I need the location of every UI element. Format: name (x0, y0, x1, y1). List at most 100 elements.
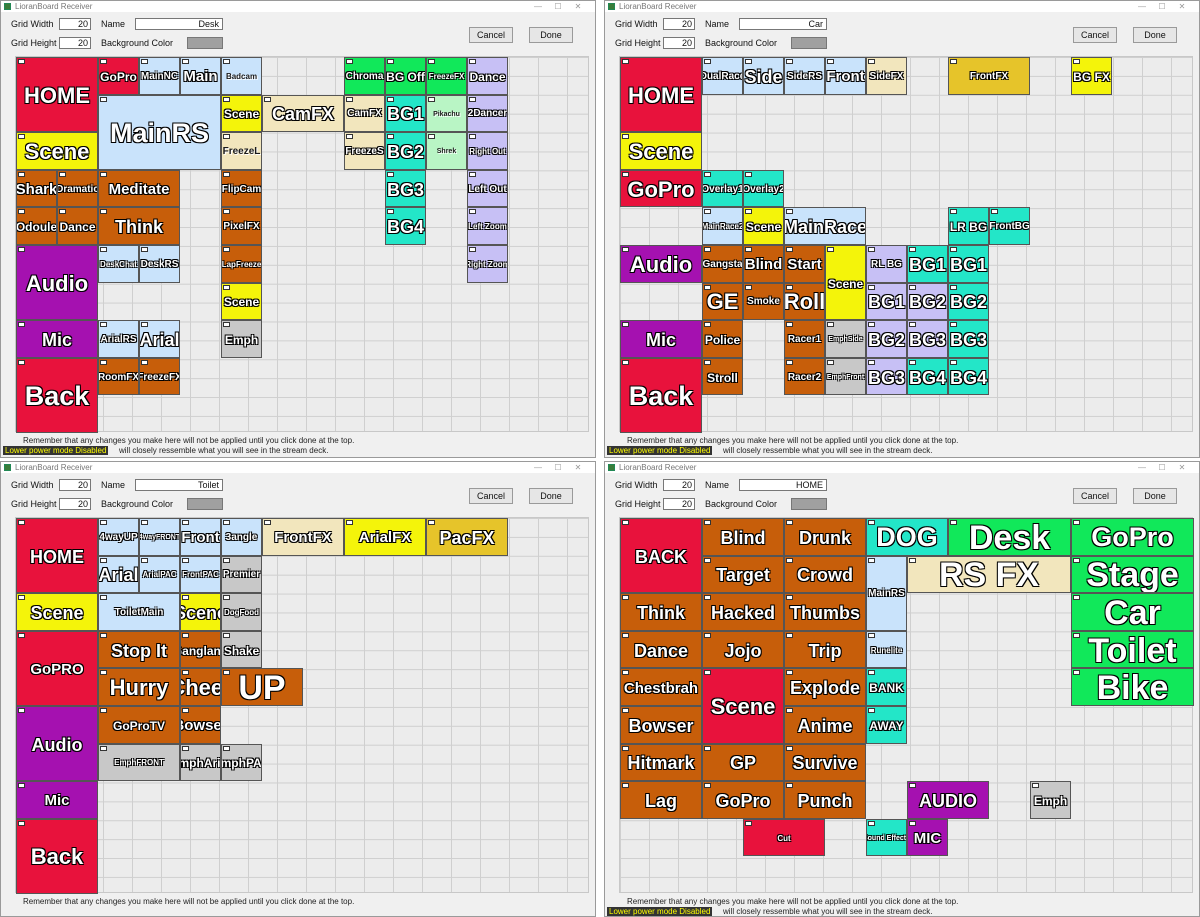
maximize-icon[interactable]: ☐ (554, 463, 562, 472)
deck-button[interactable]: Anime (784, 706, 866, 744)
deck-button[interactable]: BG3 (385, 169, 426, 208)
minimize-icon[interactable]: — (534, 463, 542, 472)
deck-button[interactable]: GE (702, 282, 743, 321)
deck-button[interactable]: FreezeFX (426, 57, 467, 95)
deck-button[interactable]: Scene (221, 94, 262, 133)
deck-button[interactable]: Front (825, 57, 866, 95)
minimize-icon[interactable]: — (1138, 2, 1146, 11)
deck-button[interactable]: FlipCam (221, 169, 262, 208)
deck-button[interactable]: GoPro (702, 781, 784, 819)
close-icon[interactable]: ✕ (1178, 463, 1186, 472)
deck-button[interactable]: 3angle (221, 518, 262, 556)
deck-button[interactable]: Survive (784, 743, 866, 782)
deck-button[interactable]: Right Out (467, 132, 508, 170)
deck-button[interactable]: Mic (16, 320, 98, 358)
deck-button[interactable]: Runelite (866, 630, 907, 669)
deck-button[interactable]: Stroll (702, 357, 743, 396)
deck-button[interactable]: Sound Effects (866, 818, 907, 857)
deck-button[interactable]: FrontPAC (180, 555, 221, 594)
deck-button[interactable]: Dramatic (57, 169, 98, 208)
deck-button[interactable]: Shrek (426, 132, 467, 170)
deck-button[interactable]: Premier (221, 555, 262, 594)
deck-button[interactable]: UP (221, 668, 303, 706)
deck-button[interactable]: Racer2 (784, 357, 825, 396)
deck-button[interactable]: BG1 (866, 282, 907, 321)
name-input[interactable]: Toilet (135, 479, 223, 491)
deck-button[interactable]: 4wayFRONT (139, 518, 180, 556)
done-button[interactable]: Done (1133, 488, 1177, 504)
deck-button[interactable]: Smoke (743, 282, 784, 321)
minimize-icon[interactable]: — (1138, 463, 1146, 472)
deck-button[interactable]: Audio (16, 706, 98, 782)
deck-button[interactable]: DualRace (702, 57, 743, 95)
deck-button[interactable]: Car (1071, 593, 1194, 631)
deck-button[interactable]: SideRS (784, 57, 825, 95)
deck-button[interactable]: BG2 (866, 320, 907, 358)
deck-button[interactable]: BG1 (907, 245, 948, 283)
deck-button[interactable]: Blind (702, 518, 784, 556)
background-color-swatch[interactable] (187, 37, 223, 49)
grid-height-input[interactable]: 20 (59, 498, 91, 510)
close-icon[interactable]: ✕ (574, 2, 582, 11)
deck-button[interactable]: ToiletMain (98, 593, 180, 631)
deck-button[interactable]: Bowser (620, 706, 702, 744)
deck-button[interactable]: GoPRO (16, 630, 98, 706)
close-icon[interactable]: ✕ (1178, 2, 1186, 11)
deck-button[interactable]: Overlay1 (702, 169, 743, 208)
deck-button[interactable]: MIC (907, 818, 948, 857)
close-icon[interactable]: ✕ (574, 463, 582, 472)
deck-button[interactable]: GP (702, 743, 784, 782)
deck-button[interactable]: Audio (16, 245, 98, 321)
deck-button[interactable]: Chroma (344, 57, 385, 95)
deck-button[interactable]: Lag (620, 781, 702, 819)
deck-button[interactable]: BG1 (948, 245, 989, 283)
deck-button[interactable]: Racer1 (784, 320, 825, 358)
cancel-button[interactable]: Cancel (469, 27, 513, 43)
deck-button[interactable]: AUDIO (907, 781, 989, 819)
cancel-button[interactable]: Cancel (1073, 27, 1117, 43)
deck-button[interactable]: Mic (16, 781, 98, 819)
deck-button[interactable]: Scene (180, 593, 221, 631)
deck-button[interactable]: Emph (1030, 781, 1071, 819)
deck-button[interactable]: Bowser (180, 706, 221, 744)
deck-button[interactable]: BG2 (948, 282, 989, 321)
deck-button[interactable]: Stage (1071, 555, 1194, 594)
grid-height-input[interactable]: 20 (663, 37, 695, 49)
deck-button[interactable]: Arial (98, 555, 139, 594)
deck-button[interactable]: Scene (825, 245, 866, 321)
deck-button[interactable]: RS FX (907, 555, 1071, 594)
deck-button[interactable]: EmphFRONT (98, 743, 180, 782)
deck-button[interactable]: Back (16, 818, 98, 894)
background-color-swatch[interactable] (791, 37, 827, 49)
deck-button[interactable]: PixelFX (221, 207, 262, 245)
deck-button[interactable]: Odoule (16, 207, 57, 245)
deck-button[interactable]: Scene (16, 593, 98, 631)
deck-button[interactable]: EmphArial (180, 743, 221, 782)
deck-button[interactable]: DeskRS (139, 245, 180, 283)
grid-width-input[interactable]: 20 (59, 479, 91, 491)
deck-button[interactable]: Jojo (702, 630, 784, 669)
deck-button[interactable]: Think (98, 207, 180, 245)
deck-button[interactable]: Dance (57, 207, 98, 245)
deck-button[interactable]: Shake (221, 630, 262, 669)
deck-button[interactable]: Drunk (784, 518, 866, 556)
deck-button[interactable]: Pikachu (426, 94, 467, 133)
deck-button[interactable]: FrontFX (262, 518, 344, 556)
deck-button[interactable]: Target (702, 555, 784, 594)
deck-button[interactable]: EmphPAC (221, 743, 262, 782)
deck-button[interactable]: Roll (784, 282, 825, 321)
deck-button[interactable]: FreezeFX (139, 357, 180, 396)
deck-button[interactable]: BG Off (385, 57, 426, 95)
deck-button[interactable]: BG2 (907, 282, 948, 321)
deck-button[interactable]: BG4 (907, 357, 948, 396)
deck-button[interactable]: Blind (743, 245, 784, 283)
deck-button[interactable]: Scene (743, 207, 784, 245)
deck-button[interactable]: Think (620, 593, 702, 631)
deck-button[interactable]: Audio (620, 245, 702, 283)
name-input[interactable]: HOME (739, 479, 827, 491)
deck-button[interactable]: Right Zoom (467, 245, 508, 283)
done-button[interactable]: Done (529, 488, 573, 504)
done-button[interactable]: Done (529, 27, 573, 43)
deck-button[interactable]: EmphFront (825, 357, 866, 396)
deck-button[interactable]: LR BG (948, 207, 989, 245)
